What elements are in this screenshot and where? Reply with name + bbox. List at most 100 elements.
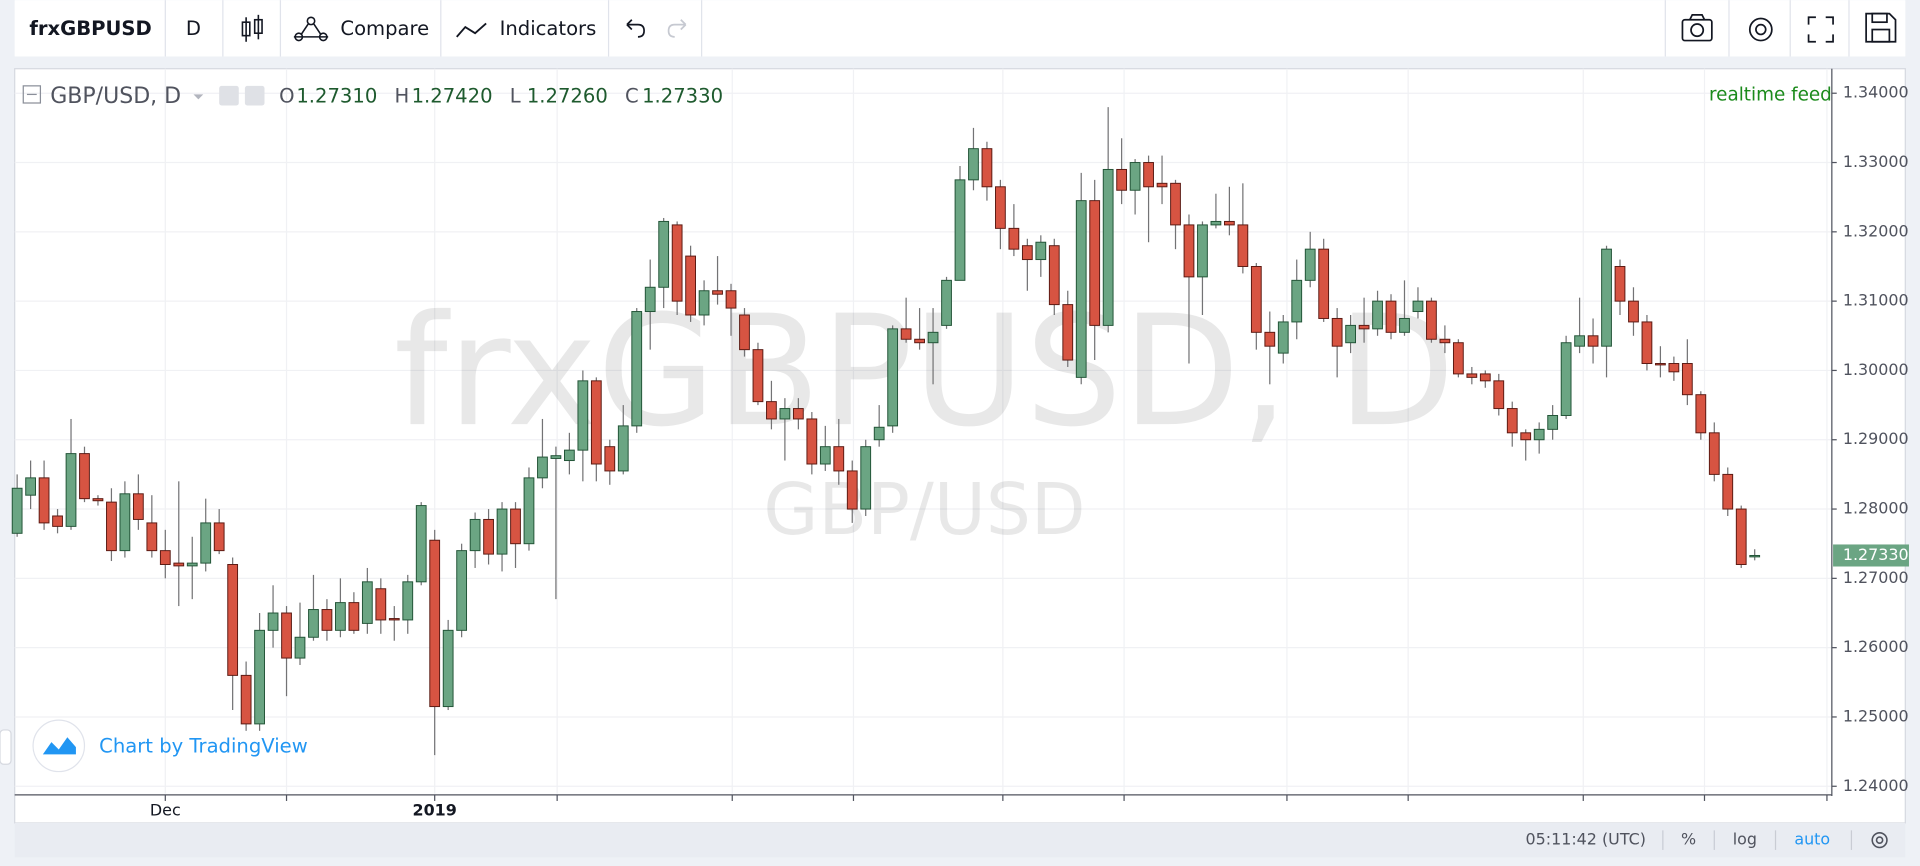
candle-body <box>1708 432 1720 475</box>
side-toggle[interactable] <box>0 729 12 765</box>
legend-menu[interactable] <box>193 94 204 100</box>
indicators-icon[interactable] <box>456 22 487 38</box>
candle-body <box>590 380 602 465</box>
candle-body <box>1439 338 1451 344</box>
legend-key: C <box>625 84 639 107</box>
save-button[interactable] <box>1865 12 1897 43</box>
candle-body <box>415 505 427 583</box>
candle-body <box>1547 414 1559 430</box>
snapshot-button[interactable] <box>1681 13 1713 42</box>
candle-body <box>1601 248 1612 347</box>
candle-body <box>1466 373 1478 378</box>
candle-body <box>1129 162 1141 191</box>
candle-body <box>860 446 872 510</box>
candle-body <box>577 380 589 451</box>
candle-body <box>806 418 818 465</box>
candle-body <box>658 220 670 288</box>
y-tick-label: 1.26000 <box>1843 637 1909 656</box>
candle-body <box>766 401 777 420</box>
candle-body <box>1062 304 1074 361</box>
legend-title: GBP/USD, D <box>50 84 181 109</box>
candle-body <box>1479 373 1491 382</box>
y-tick-label: 1.25000 <box>1843 706 1909 725</box>
auto-toggle[interactable]: auto <box>1794 830 1830 849</box>
settings-button[interactable] <box>1748 17 1773 42</box>
candle-body <box>1035 241 1047 261</box>
candle-body <box>1264 331 1276 347</box>
branding[interactable]: Chart by TradingView <box>99 735 308 758</box>
candle-body <box>65 453 77 527</box>
indicators-button[interactable]: Indicators <box>500 17 597 40</box>
candle-body <box>11 487 23 534</box>
visibility-button[interactable] <box>219 85 239 106</box>
candle-body <box>429 539 441 708</box>
candle-body <box>617 425 629 472</box>
tv-logo[interactable] <box>32 719 86 773</box>
candle-body <box>914 338 925 344</box>
candle-body <box>1021 245 1033 261</box>
compare-icon[interactable] <box>293 16 329 42</box>
candle-body <box>698 290 710 316</box>
candle-body <box>469 518 481 552</box>
candle-body <box>213 522 225 552</box>
y-tick-label: 1.31000 <box>1843 291 1909 310</box>
candle-body <box>1735 508 1747 565</box>
chart-style-button[interactable] <box>241 14 263 42</box>
candle-body <box>146 522 158 552</box>
candle-body <box>173 562 185 567</box>
candle-body <box>335 602 346 631</box>
y-tick-label: 1.24000 <box>1843 776 1909 795</box>
tv-logo-icon <box>42 737 76 755</box>
format-button[interactable] <box>244 85 265 106</box>
candle-body <box>739 314 750 351</box>
candle-body <box>537 456 548 479</box>
candle-body <box>348 602 360 631</box>
legend-key: L <box>510 84 521 107</box>
candle-body <box>1412 300 1424 313</box>
compare-button[interactable]: Compare <box>340 17 429 40</box>
interval-button[interactable]: D <box>186 17 201 40</box>
candle-body <box>25 477 36 496</box>
candle-body <box>52 515 63 527</box>
y-tick-label: 1.33000 <box>1843 152 1909 171</box>
candle-body <box>1183 224 1195 278</box>
candle-body <box>186 562 198 567</box>
redo-button[interactable] <box>667 19 687 38</box>
candle-body <box>132 493 144 520</box>
candle-body <box>1641 321 1653 365</box>
candle-body <box>523 477 535 545</box>
candle-body <box>1560 342 1572 416</box>
last-price-box <box>1833 544 1909 567</box>
candle-body <box>1170 182 1181 226</box>
undo-button[interactable] <box>626 19 645 38</box>
candle-body <box>792 408 804 420</box>
legend-value: 1.27420 <box>412 84 493 107</box>
candle-body <box>38 477 50 524</box>
legend-key: H <box>394 84 409 107</box>
candle-body <box>1277 321 1289 354</box>
candle-body <box>1749 554 1761 558</box>
candle-body <box>1210 220 1222 226</box>
candle-body <box>200 522 212 564</box>
symbol-button[interactable]: frxGBPUSD <box>29 17 151 40</box>
log-toggle[interactable]: log <box>1733 830 1757 849</box>
candle-body <box>388 618 400 621</box>
candle-body <box>1156 182 1168 188</box>
axis-settings-button[interactable] <box>1871 832 1888 849</box>
candle-body <box>941 279 952 326</box>
toolbar-separators <box>164 0 1850 57</box>
candle-body <box>119 493 131 552</box>
candle-body <box>1587 335 1599 347</box>
candle-body <box>1399 317 1410 333</box>
candle-body <box>1520 432 1532 441</box>
candle-body <box>1250 265 1262 333</box>
candle-body <box>644 286 656 313</box>
percent-toggle[interactable]: % <box>1681 830 1696 849</box>
candle-body <box>1237 224 1249 267</box>
candle-body <box>1318 248 1330 319</box>
candle-body <box>79 453 90 500</box>
candle-body <box>227 564 239 676</box>
fullscreen-button[interactable] <box>1807 16 1834 43</box>
collapse-button[interactable] <box>22 85 42 104</box>
